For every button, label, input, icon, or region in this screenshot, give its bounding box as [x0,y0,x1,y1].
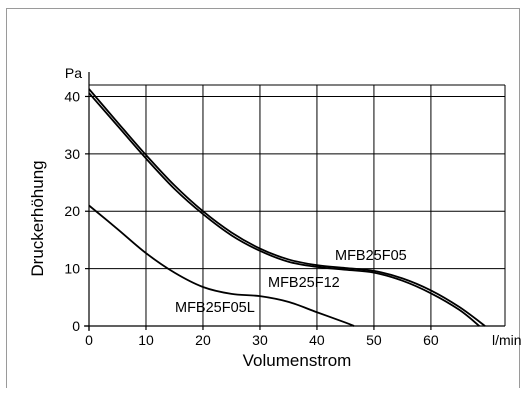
y-tick-label-20: 20 [64,203,80,219]
series-label-mfb25f05l: MFB25F05L [175,300,255,316]
y-tick-label-30: 30 [64,146,80,162]
grid [89,84,506,326]
series-label-mfb25f12: MFB25F12 [268,275,340,291]
x-tick-label-60: 60 [423,332,439,348]
y-tick-label-40: 40 [64,88,80,104]
series-line-mfb25f05l [88,204,355,327]
x-tick-label-0: 0 [85,332,93,348]
x-tick-label-40: 40 [309,332,325,348]
labels: 0 10 20 30 40 50 60 0 10 20 30 40 Pa l/min Volumenstro… [28,65,522,370]
chart-frame [6,8,520,388]
x-tick-label-10: 10 [138,332,154,348]
x-unit-label: l/min [492,332,522,348]
y-tick-label-0: 0 [72,318,80,334]
series-line-mfb25f05 [88,88,486,327]
x-tick-label-50: 50 [366,332,382,348]
y-unit-label: Pa [65,65,82,81]
x-tick-label-20: 20 [195,332,211,348]
y-axis-title: Druckerhöhung [28,160,47,276]
x-tick-label-30: 30 [252,332,268,348]
x-axis-title: Volumenstrom [243,351,352,370]
y-tick-label-10: 10 [64,261,80,277]
axes [84,72,505,331]
series-line-mfb25f12 [88,92,480,327]
series-label-mfb25f05: MFB25F05 [335,248,407,264]
series-layer [88,88,486,327]
